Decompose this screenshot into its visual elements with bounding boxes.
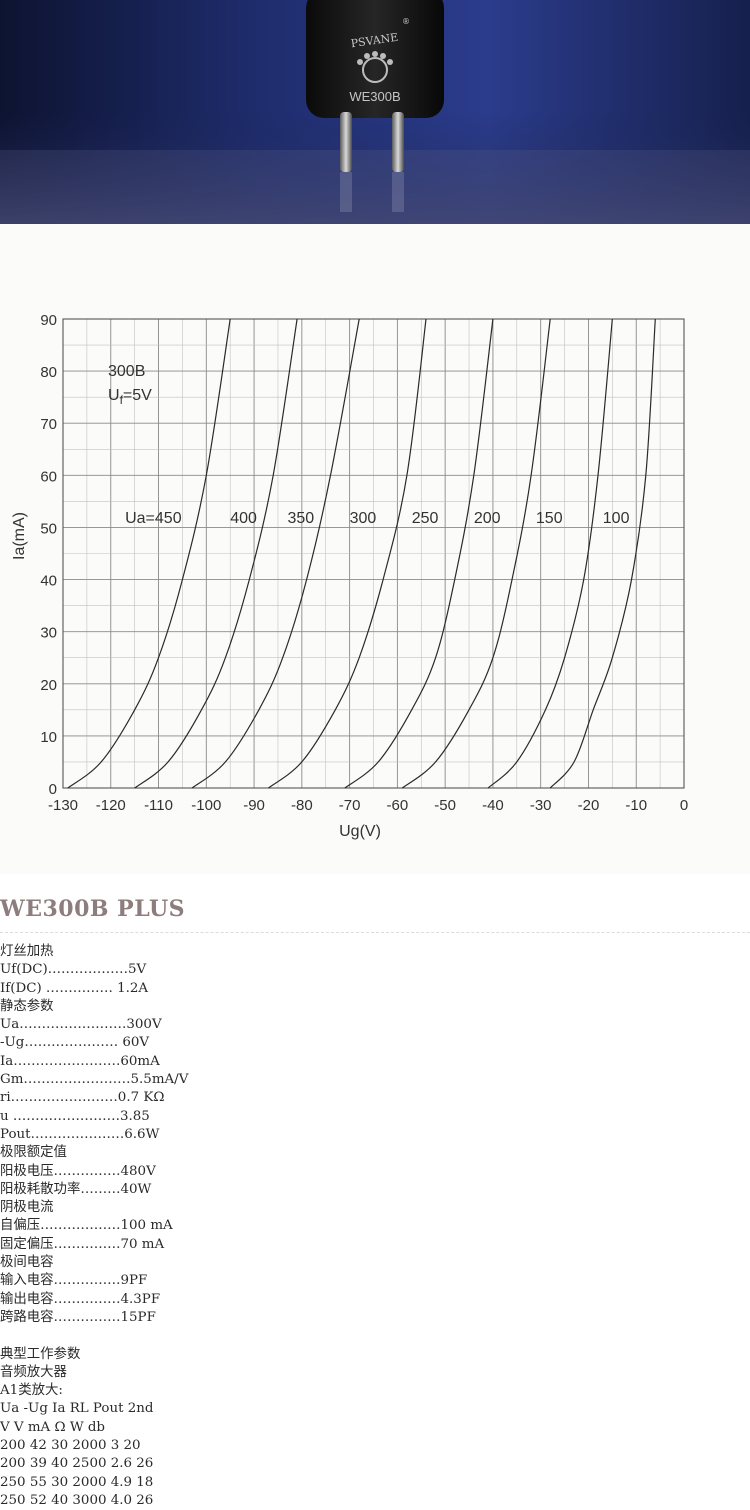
x-tick-label: -20 [578,797,600,814]
tube-photo-image: PSVANE ® WE300B [0,0,750,224]
spec-line: 250 55 30 2000 4.9 18 [0,1474,154,1490]
tube-pin-left [340,112,352,172]
spec-line: Ua……………………300V [0,1017,162,1033]
spec-line: If(DC) …………… 1.2A [0,980,149,996]
chart-annotation-filament: Uf=5V [108,387,152,407]
spec-line: 音频放大器 [0,1364,67,1380]
spec-line: 250 52 40 3000 4.0 26 [0,1492,154,1508]
spec-line: Uf(DC)………………5V [0,962,147,978]
series-label: 200 [474,510,501,527]
y-tick-label: 0 [49,781,57,798]
y-tick-label: 10 [40,729,57,746]
spec-line: 阴极电流 [0,1200,54,1216]
spec-line: 灯丝加热 [0,944,54,959]
spec-line: Ua -Ug Ia RL Pout 2nd [0,1401,154,1417]
chart-axes: -130 -120 -110 -100 -90 -80 -70 -60 -50 -40 -30 -20… [40,312,688,814]
y-tick-label: 90 [40,312,57,329]
y-tick-label: 60 [40,468,57,485]
series-line-100 [549,318,656,789]
series-label: 300 [350,510,377,527]
spec-line: 自偏压………………100 mA [0,1218,173,1234]
y-tick-label: 40 [40,573,57,590]
x-tick-label: -60 [387,797,409,814]
spec-line: Pout…………………6.6W [0,1126,160,1142]
spec-line: Ia……………………60mA [0,1053,160,1069]
y-tick-label: 50 [40,520,57,537]
spec-line: 阳极耗散功率………40W [0,1181,152,1197]
x-tick-label: -10 [625,797,647,814]
spec-line: -Ug………………… 60V [0,1035,150,1051]
y-tick-label: 30 [40,625,57,642]
spec-title: WE300B PLUS [0,896,750,933]
x-tick-label: -120 [96,797,126,814]
series-label: 100 [603,510,630,527]
series-line-250 [344,318,494,789]
spec-line: 极限额定值 [0,1145,67,1161]
series-label: 400 [230,510,257,527]
chart-labels: Ua=450 400 350 300 250 200 150 100 [125,510,629,527]
specification-section: WE300B PLUS 灯丝加热 Uf(DC)………………5V If(DC) ………… [0,890,750,1510]
series-line-200 [401,318,551,789]
x-tick-label: -30 [530,797,552,814]
series-label: 150 [536,510,563,527]
series-line-350 [191,318,360,789]
spec-line: 跨路电容……………15PF [0,1309,156,1325]
y-axis-label: Ia(mA) [11,512,28,560]
spec-line: ri……………………0.7 KΩ [0,1090,165,1106]
spec-line: 典型工作参数 [0,1346,81,1362]
x-tick-label: -100 [191,797,221,814]
x-tick-label: -80 [291,797,313,814]
series-line-ua450 [67,318,231,789]
x-tick-label: 0 [680,797,688,814]
spec-spacer [0,1327,750,1345]
series-line-400 [134,318,298,789]
series-label: Ua=450 [125,510,182,527]
x-tick-label: -130 [48,797,78,814]
spec-line: 输出电容……………4.3PF [0,1291,161,1307]
spec-line: 阳极电压……………480V [0,1163,156,1179]
x-tick-label: -50 [434,797,456,814]
spec-line: A1类放大: [0,1383,63,1399]
spec-line: 静态参数 [0,998,54,1014]
spec-line: 极间电容 [0,1255,54,1271]
spec-line: u ……………………3.85 [0,1108,150,1124]
series-line-300 [268,318,427,789]
x-tick-label: -110 [144,797,173,814]
chart-series [67,318,656,789]
spec-list: 灯丝加热 Uf(DC)………………5V If(DC) …………… 1.2A 静态参数 U… [0,943,750,1510]
x-tick-label: -40 [482,797,504,814]
tube-pin-right [392,112,404,172]
spec-line: 200 42 30 2000 3 20 [0,1438,141,1454]
spec-line: 固定偏压……………70 mA [0,1236,165,1252]
y-tick-label: 80 [40,364,57,381]
spec-line: Gm……………………5.5mA/V [0,1072,189,1088]
spec-line: V V mA Ω W db [0,1419,106,1435]
chart-svg: -130 -120 -110 -100 -90 -80 -70 -60 -50 -40 -30 -20… [11,312,688,840]
spec-line: 200 39 40 2500 2.6 26 [0,1456,154,1472]
plot-frame [62,318,685,789]
series-line-150 [487,318,613,789]
x-tick-label: -90 [243,797,265,814]
series-label: 250 [412,510,439,527]
series-label: 350 [288,510,315,527]
y-tick-label: 70 [40,416,57,433]
x-tick-label: -70 [339,797,361,814]
transfer-characteristic-chart: -130 -120 -110 -100 -90 -80 -70 -60 -50 -40 -30 -20… [0,224,750,874]
chart-annotation-model: 300B [108,363,145,380]
svg-text:®: ® [402,17,410,26]
y-tick-label: 20 [40,677,57,694]
product-photo: PSVANE ® WE300B [0,0,750,224]
x-axis-label: Ug(V) [339,823,381,840]
tube-model-label: WE300B [349,89,400,104]
spec-line: 输入电容……………9PF [0,1273,148,1289]
